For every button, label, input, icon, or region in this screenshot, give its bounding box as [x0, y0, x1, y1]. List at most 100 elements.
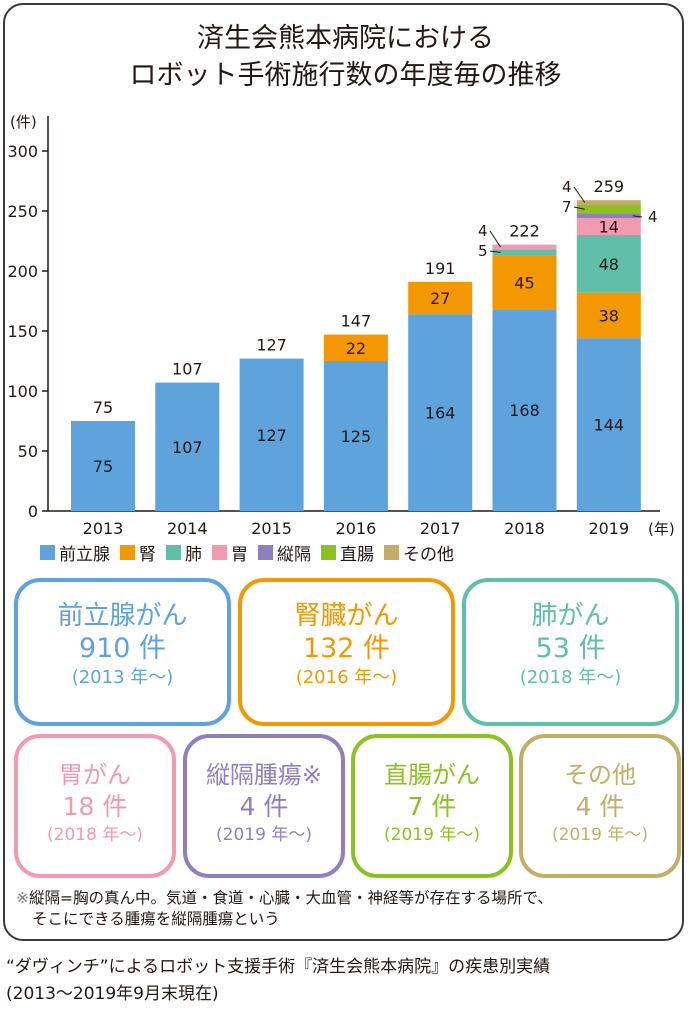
card-lung: 肺がん 53 件 (2018 年〜): [462, 578, 679, 726]
legend-label: 前立腺: [59, 544, 110, 565]
total-label: 222: [509, 222, 540, 241]
bar-segment: [323, 361, 388, 511]
footnote: ※縦隔=胸の真ん中。気道・食道・心臓・大血管・神経等が存在する場所で、 そこにで…: [16, 888, 553, 930]
card-since: (2019 年〜): [216, 825, 312, 845]
card-since: (2013 年〜): [71, 667, 174, 688]
caption-line-2: (2013〜2019年9月末現在): [6, 984, 219, 1004]
card-other: その他 4 件 (2019 年〜): [519, 734, 681, 878]
title-line-2: ロボット手術施行数の年度毎の推移: [129, 60, 562, 91]
card-count: 4 件: [239, 792, 289, 821]
x-tick-label: 2014: [167, 519, 208, 538]
data-label: 107: [172, 438, 203, 457]
callout-label: 4: [478, 222, 488, 240]
y-axis-unit: (件): [10, 113, 37, 131]
bar-segment: [492, 244, 557, 250]
callout-label: 7: [562, 198, 572, 216]
bar-segment: [155, 382, 220, 511]
data-label: 22: [346, 339, 366, 358]
card-title: 前立腺がん: [57, 601, 188, 631]
y-tick-label: 0: [28, 502, 38, 521]
callout-line: [573, 186, 586, 203]
y-tick-label: 250: [7, 202, 38, 221]
legend-label: その他: [403, 544, 454, 565]
legend-item: その他: [384, 540, 454, 565]
legend-swatch: [40, 544, 55, 560]
bar-segment: [408, 281, 473, 315]
card-title: 腎臓がん: [294, 601, 399, 631]
legend-label: 胃: [231, 544, 248, 565]
data-label: 45: [514, 273, 534, 292]
bar-segment: [239, 358, 304, 511]
total-label: 191: [425, 259, 456, 278]
legend-item: 縦隔: [258, 540, 311, 565]
card-title: 直腸がん: [384, 761, 480, 789]
bar-segment: [492, 249, 557, 256]
footnote-line-1: 縦隔=胸の真ん中。気道・食道・心臓・大血管・神経等が存在する場所で、: [29, 889, 553, 907]
legend-swatch: [321, 544, 336, 560]
legend-swatch: [258, 544, 273, 560]
legend-item: 肺: [166, 540, 202, 565]
card-since: (2018 年〜): [519, 667, 622, 688]
card-title: 縦隔腫瘍※: [205, 761, 323, 789]
callout-line: [489, 250, 501, 253]
card-rectum: 直腸がん 7 件 (2019 年〜): [351, 734, 513, 878]
total-label: 147: [341, 312, 372, 331]
bar-segment: [576, 338, 641, 511]
card-count: 53 件: [535, 633, 606, 664]
card-since: (2016 年〜): [295, 667, 398, 688]
card-count: 4 件: [575, 792, 625, 821]
callout-line: [632, 215, 643, 218]
bar-segment: [71, 421, 135, 511]
card-title: その他: [564, 761, 636, 789]
legend-label: 直腸: [340, 544, 374, 565]
total-label: 75: [93, 398, 113, 417]
legend-swatch: [384, 544, 399, 560]
data-label: 14: [599, 218, 619, 237]
bar-segment: [576, 235, 641, 293]
callout-label: 4: [562, 178, 572, 196]
total-label: 259: [594, 177, 625, 196]
card-title: 肺がん: [531, 601, 610, 631]
infographic-frame: [3, 3, 684, 941]
legend-label: 肺: [185, 544, 202, 565]
legend-item: 腎: [120, 540, 156, 565]
data-label: 27: [430, 289, 450, 308]
callout-label: 5: [478, 242, 488, 260]
bar-segment: [576, 292, 641, 339]
bar-segment: [323, 334, 388, 361]
card-count: 18 件: [62, 792, 128, 821]
legend-item: 直腸: [321, 540, 374, 565]
data-label: 38: [599, 306, 619, 325]
y-tick-label: 200: [7, 262, 38, 281]
bar-segment: [576, 218, 641, 235]
card-mediastinum: 縦隔腫瘍※ 4 件 (2019 年〜): [183, 734, 345, 878]
data-label: 164: [425, 404, 456, 423]
x-tick-label: 2018: [504, 519, 545, 538]
stacked-bar-chart: (件)0501001502002503007575201310710720141…: [7, 113, 674, 538]
card-kidney: 腎臓がん 132 件 (2016 年〜): [238, 578, 455, 726]
bar-segment: [408, 314, 473, 511]
x-tick-label: 2019: [588, 519, 629, 538]
bar-segment: [492, 255, 557, 310]
bar-segment: [576, 205, 641, 214]
bar-segment: [492, 309, 557, 511]
data-label: 48: [599, 255, 619, 274]
card-since: (2019 年〜): [552, 825, 648, 845]
bar-segment: [576, 200, 641, 205]
y-tick-label: 100: [7, 382, 38, 401]
data-label: 127: [256, 426, 287, 445]
legend-item: 胃: [212, 540, 248, 565]
total-label: 127: [256, 336, 287, 355]
legend-swatch: [166, 544, 181, 560]
card-prostate: 前立腺がん 910 件 (2013 年〜): [14, 578, 231, 726]
card-since: (2019 年〜): [384, 825, 480, 845]
card-title: 胃がん: [59, 761, 131, 789]
chart-legend: 前立腺 腎 肺 胃 縦隔 直腸 その他: [40, 540, 464, 565]
x-tick-label: 2017: [420, 519, 461, 538]
legend-swatch: [212, 544, 227, 560]
legend-label: 縦隔: [277, 544, 311, 565]
footnote-line-2: そこにできる腫瘍を縦隔腫瘍という: [32, 910, 280, 928]
y-tick-label: 150: [7, 322, 38, 341]
title-line-1: 済生会熊本病院における: [197, 23, 494, 54]
card-count: 132 件: [302, 633, 391, 664]
